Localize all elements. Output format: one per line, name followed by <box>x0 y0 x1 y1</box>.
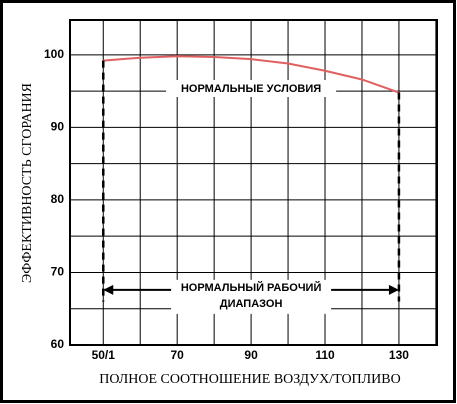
annotation: ДИАПАЗОН <box>220 298 283 310</box>
y-tick-label: 60 <box>51 337 65 351</box>
plot-area <box>69 19 438 346</box>
annotation-bg <box>166 80 337 97</box>
annotation: НОРМАЛЬНЫЙ РАБОЧИЙ <box>181 281 322 294</box>
x-tick-label: 50/1 <box>92 348 116 362</box>
y-axis-label: ЭФФЕКТИВНОСТЬ СГОРАНИЯ <box>20 83 35 283</box>
arrow-head <box>103 284 114 295</box>
y-tick-label: 100 <box>44 47 64 61</box>
y-tick-label: 80 <box>51 192 65 206</box>
x-tick-label: 130 <box>389 348 409 362</box>
y-tick-label: 70 <box>51 265 65 279</box>
y-tick-label: 90 <box>51 120 65 134</box>
x-tick-label: 110 <box>315 348 335 362</box>
annotation: НОРМАЛЬНЫЕ УСЛОВИЯ <box>181 83 321 95</box>
annotation-bg <box>171 279 332 314</box>
line <box>103 55 400 94</box>
arrow-head <box>388 284 399 295</box>
x-axis-label: ПОЛНОЕ СООТНОШЕНИЕ ВОЗДУХ/ТОПЛИВО <box>99 372 400 387</box>
x-tick-label: 70 <box>171 348 185 362</box>
x-tick-label: 90 <box>244 348 258 362</box>
